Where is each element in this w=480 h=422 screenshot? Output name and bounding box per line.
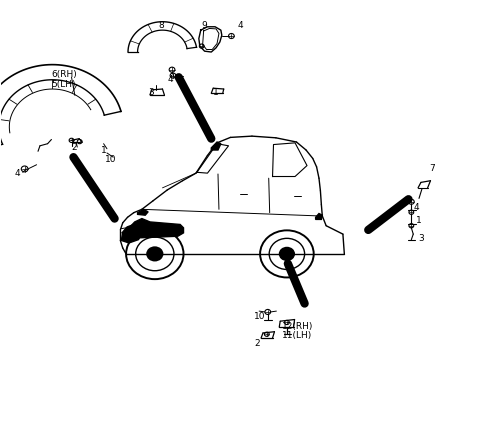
Text: 12(RH): 12(RH) xyxy=(282,322,313,331)
Text: 9: 9 xyxy=(202,21,207,30)
Text: 7: 7 xyxy=(430,165,435,173)
Text: 1: 1 xyxy=(416,216,422,225)
Text: 11(LH): 11(LH) xyxy=(282,330,312,340)
Text: 5(LH): 5(LH) xyxy=(51,80,75,89)
Text: 1: 1 xyxy=(213,88,219,97)
Circle shape xyxy=(279,247,295,261)
Text: 4: 4 xyxy=(14,169,20,178)
Text: 4: 4 xyxy=(167,75,173,84)
Circle shape xyxy=(146,246,163,262)
Circle shape xyxy=(136,237,174,271)
Text: 8: 8 xyxy=(158,21,164,30)
Text: 10: 10 xyxy=(254,313,266,322)
Text: 10: 10 xyxy=(105,155,117,164)
Circle shape xyxy=(269,238,305,270)
Text: 3: 3 xyxy=(148,88,154,97)
Polygon shape xyxy=(127,219,183,238)
Text: 6(RH): 6(RH) xyxy=(51,70,77,79)
Text: 4: 4 xyxy=(413,203,419,212)
Text: 2: 2 xyxy=(254,339,260,348)
Text: 1: 1 xyxy=(101,146,107,154)
Polygon shape xyxy=(316,214,323,219)
Polygon shape xyxy=(211,142,221,150)
Text: 3: 3 xyxy=(418,234,424,243)
Text: 4: 4 xyxy=(237,21,243,30)
Text: 2: 2 xyxy=(72,143,77,152)
Polygon shape xyxy=(121,225,142,243)
Polygon shape xyxy=(138,209,148,215)
